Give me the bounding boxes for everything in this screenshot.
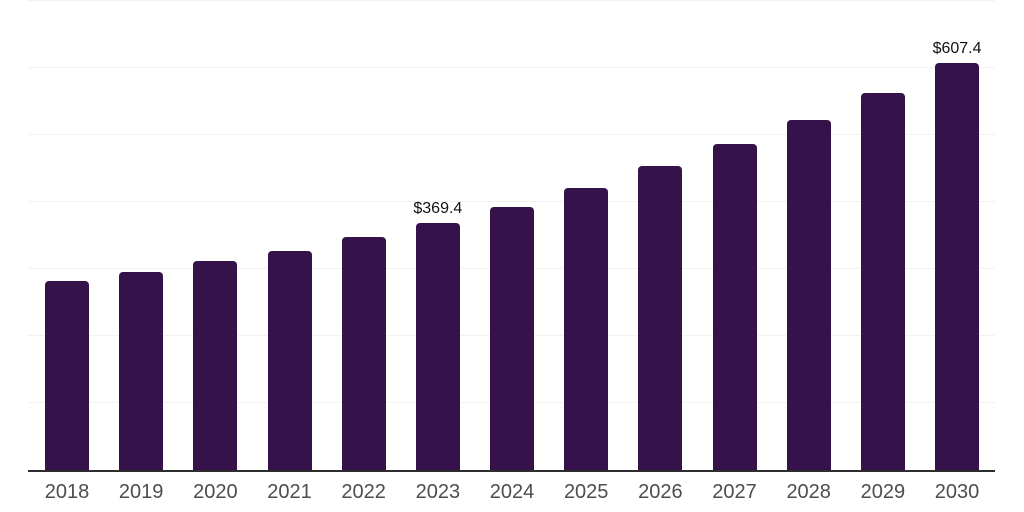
bar-2021 <box>267 250 312 470</box>
tick-label-2027: 2027 <box>712 481 757 503</box>
bar-2024 <box>490 206 535 470</box>
tick-label-2019: 2019 <box>118 481 164 503</box>
bar-2025 <box>564 187 609 470</box>
data-label-2023: $369.4 <box>413 199 463 217</box>
tick-label-2020: 2020 <box>193 481 238 503</box>
bar-2026 <box>638 165 683 470</box>
bar-2027 <box>712 144 757 470</box>
gridline-500 <box>28 134 995 135</box>
gridline-400 <box>28 201 995 202</box>
gridline-600 <box>28 67 995 68</box>
bar-2029 <box>860 93 905 470</box>
bar-2023 <box>415 222 460 470</box>
bar-2030 <box>935 63 980 470</box>
bar-2022 <box>341 237 386 470</box>
bar-2019 <box>119 271 164 470</box>
tick-label-2026: 2026 <box>638 481 683 503</box>
bar-2020 <box>193 261 238 470</box>
tick-label-2023: 2023 <box>415 481 461 503</box>
plot-area: $369.4 $607.4 <box>28 0 995 472</box>
tick-label-2029: 2029 <box>860 481 906 503</box>
bar-2028 <box>786 120 831 470</box>
tick-label-2018: 2018 <box>44 481 90 503</box>
tick-label-2028: 2028 <box>786 481 831 503</box>
tick-label-2021: 2021 <box>267 481 312 503</box>
tick-label-2030: 2030 <box>934 481 980 503</box>
x-axis-line <box>28 470 995 472</box>
tick-label-2022: 2022 <box>341 481 386 503</box>
data-label-2030: $607.4 <box>932 40 982 58</box>
gridline-700 <box>28 0 995 1</box>
tick-label-2025: 2025 <box>563 481 609 503</box>
bar-2018 <box>45 280 89 470</box>
tick-label-2024: 2024 <box>489 481 535 503</box>
